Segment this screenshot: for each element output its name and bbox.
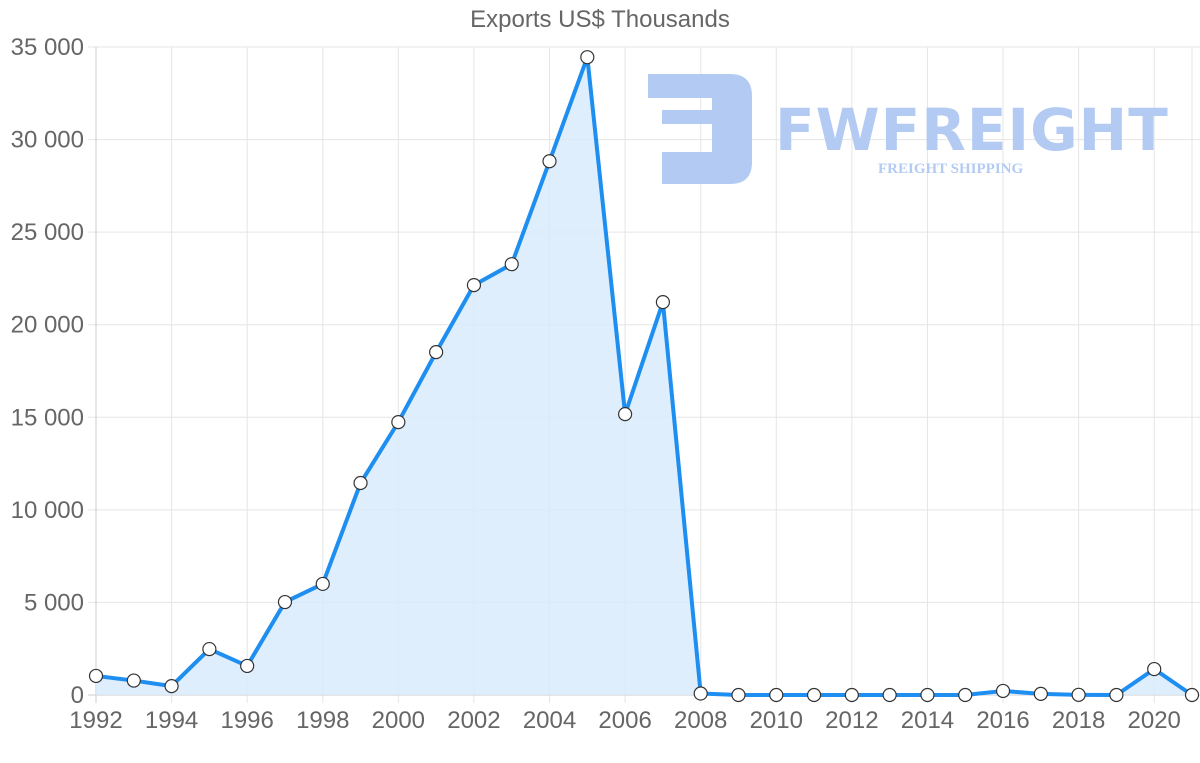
data-point[interactable] xyxy=(920,687,935,703)
x-tick-label: 2016 xyxy=(976,707,1029,734)
x-tick-label: 1992 xyxy=(69,707,122,734)
x-tick-label: 2010 xyxy=(750,707,803,734)
watermark-brand: FWFREIGHT xyxy=(775,96,1169,164)
data-point[interactable] xyxy=(1033,686,1048,701)
data-point[interactable] xyxy=(1109,687,1124,703)
chart-title: Exports US$ Thousands xyxy=(470,6,730,33)
data-point[interactable] xyxy=(882,687,897,703)
y-tick-label: 20 000 xyxy=(11,312,84,339)
data-points xyxy=(88,50,1200,703)
data-point[interactable] xyxy=(88,668,104,684)
x-tick-label: 1994 xyxy=(145,707,198,734)
x-tick-label: 2012 xyxy=(825,707,878,734)
x-axis: 1992 1994 1996 1998 2000 2002 2004 2006 2008 2010… xyxy=(69,707,1181,734)
data-point[interactable] xyxy=(542,154,557,169)
data-point[interactable] xyxy=(655,295,670,310)
data-point[interactable] xyxy=(806,687,822,703)
data-point[interactable] xyxy=(353,475,368,491)
logo-mark-icon xyxy=(648,74,752,184)
area-fill xyxy=(96,57,1192,695)
data-point[interactable] xyxy=(277,594,293,610)
y-tick-label: 25 000 xyxy=(11,219,84,246)
x-tick-label: 2020 xyxy=(1128,707,1181,734)
x-tick-label: 2000 xyxy=(372,707,425,734)
data-point[interactable] xyxy=(429,345,444,360)
watermark-tagline: FREIGHT SHIPPING xyxy=(878,161,1023,177)
data-point[interactable] xyxy=(618,407,633,422)
data-point[interactable] xyxy=(315,576,330,592)
data-point[interactable] xyxy=(769,687,784,703)
data-point[interactable] xyxy=(1184,687,1200,703)
data-point[interactable] xyxy=(731,687,746,703)
x-tick-label: 1998 xyxy=(296,707,349,734)
x-tick-label: 2004 xyxy=(523,707,576,734)
data-point[interactable] xyxy=(958,687,973,703)
watermark-logo: FWFREIGHT FREIGHT SHIPPING xyxy=(648,74,1169,184)
x-tick-label: 2018 xyxy=(1052,707,1105,734)
y-tick-label: 35 000 xyxy=(11,34,84,61)
x-tick-label: 2006 xyxy=(598,707,651,734)
y-tick-label: 30 000 xyxy=(11,127,84,154)
x-tick-label: 2002 xyxy=(447,707,500,734)
y-tick-label: 10 000 xyxy=(11,497,84,524)
data-point[interactable] xyxy=(580,50,595,65)
data-point[interactable] xyxy=(391,414,406,430)
data-point[interactable] xyxy=(126,673,141,688)
data-point[interactable] xyxy=(164,679,179,694)
data-point[interactable] xyxy=(504,257,519,272)
x-tick-label: 2014 xyxy=(901,707,954,734)
data-point[interactable] xyxy=(1147,661,1162,677)
data-point[interactable] xyxy=(995,683,1011,699)
y-tick-label: 5 000 xyxy=(24,589,84,616)
data-point[interactable] xyxy=(240,658,255,674)
data-point[interactable] xyxy=(466,277,482,293)
data-point[interactable] xyxy=(693,686,708,701)
x-tick-label: 2008 xyxy=(674,707,727,734)
y-axis: 0 5 000 10 000 15 000 20 000 25 000 30 000 35 0… xyxy=(11,34,84,709)
data-point[interactable] xyxy=(1071,687,1086,702)
y-tick-label: 0 xyxy=(71,682,84,709)
x-tick-label: 1996 xyxy=(220,707,273,734)
data-point[interactable] xyxy=(202,641,217,657)
data-point[interactable] xyxy=(844,687,859,703)
y-tick-label: 15 000 xyxy=(11,404,84,431)
